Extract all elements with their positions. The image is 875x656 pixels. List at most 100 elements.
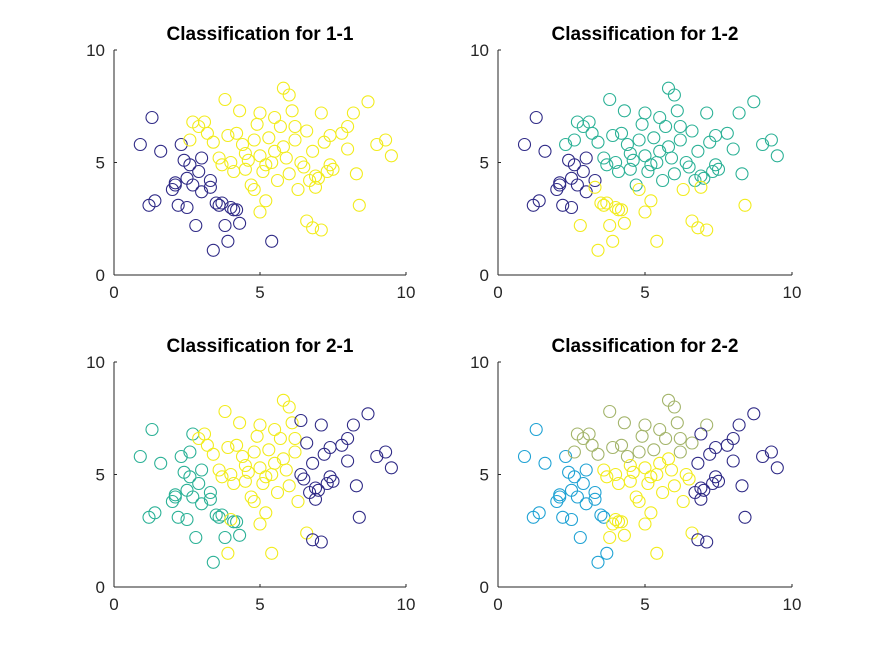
data-point — [573, 530, 587, 545]
data-point — [538, 456, 552, 470]
data-point — [215, 158, 229, 172]
data-point — [606, 128, 620, 143]
data-point — [192, 476, 206, 491]
data-point — [597, 463, 611, 477]
data-point — [747, 95, 761, 109]
data-point — [676, 494, 690, 509]
data-point — [632, 133, 646, 147]
data-point — [154, 144, 168, 158]
data-point — [206, 243, 220, 257]
data-point — [384, 461, 398, 475]
data-point — [682, 472, 696, 486]
data-point — [192, 164, 206, 179]
data-point — [600, 196, 614, 210]
data-point — [349, 167, 363, 181]
x-tick-label: 0 — [109, 283, 118, 302]
data-point — [650, 234, 664, 248]
data-point — [379, 133, 393, 147]
data-point — [259, 158, 273, 172]
data-point — [732, 106, 746, 120]
data-point — [626, 153, 640, 167]
subplot-2: Classification for 1-2 0 5 10 0 5 10 — [470, 24, 801, 302]
data-point — [282, 167, 296, 181]
data-point — [230, 203, 244, 217]
data-point — [667, 400, 681, 414]
data-point — [597, 151, 611, 165]
data-point — [588, 485, 602, 500]
data-point — [218, 92, 232, 107]
data-point — [171, 510, 185, 524]
data-point — [632, 182, 646, 197]
data-point — [579, 151, 593, 165]
data-point — [215, 470, 229, 484]
data-point — [623, 162, 637, 176]
data-point — [297, 160, 311, 174]
data-point — [570, 490, 584, 504]
data-point — [314, 418, 328, 432]
data-point — [238, 162, 252, 176]
data-point — [594, 508, 608, 522]
data-point — [564, 200, 579, 215]
data-point — [517, 449, 532, 464]
data-point — [206, 447, 220, 461]
data-point — [235, 449, 250, 464]
data-point — [591, 555, 605, 569]
data-point — [212, 151, 226, 165]
data-point — [538, 144, 552, 158]
data-point — [659, 431, 673, 446]
data-point — [300, 214, 314, 228]
data-point — [700, 535, 714, 549]
data-point — [609, 512, 623, 527]
series-2 — [192, 393, 314, 560]
data-point — [697, 483, 711, 497]
data-point — [294, 413, 308, 428]
data-point — [311, 483, 325, 497]
data-point — [644, 194, 658, 208]
data-point — [694, 481, 708, 495]
data-point — [611, 203, 626, 217]
data-point — [189, 530, 203, 545]
y-tick-label: 10 — [86, 41, 105, 60]
data-point — [685, 436, 699, 450]
data-point — [644, 506, 658, 520]
data-point — [311, 171, 325, 185]
data-point — [756, 137, 770, 152]
data-point — [653, 456, 667, 470]
data-point — [623, 474, 637, 488]
data-point — [709, 158, 723, 172]
data-point — [288, 431, 302, 446]
data-point — [585, 438, 599, 452]
data-point — [262, 443, 276, 457]
data-point — [174, 137, 188, 152]
series-2 — [559, 81, 784, 192]
data-point — [673, 431, 687, 446]
data-point — [603, 530, 617, 545]
data-point — [314, 106, 328, 120]
subplot-4: Classification for 2-2 0 5 10 0 5 10 — [470, 336, 801, 614]
data-point — [189, 218, 203, 233]
data-point — [180, 512, 194, 527]
data-point — [600, 546, 614, 560]
data-point — [591, 135, 605, 149]
data-point — [694, 427, 708, 441]
data-point — [570, 178, 584, 192]
data-point — [183, 158, 197, 172]
subplot-1: Classification for 1-1 0 5 10 0 5 10 — [86, 24, 415, 302]
data-point — [620, 449, 634, 464]
y-tick-label: 10 — [86, 353, 105, 372]
y-tick-label: 5 — [480, 466, 489, 485]
data-point — [183, 445, 197, 459]
data-point — [384, 149, 398, 163]
data-point — [308, 169, 323, 183]
x-tick-label: 5 — [640, 595, 649, 614]
data-point — [632, 445, 646, 459]
data-point — [259, 194, 273, 208]
data-point — [320, 164, 334, 179]
data-point — [614, 515, 629, 529]
data-point — [308, 481, 323, 495]
data-point — [567, 133, 581, 147]
data-point — [221, 234, 235, 248]
data-point — [221, 546, 235, 560]
data-point — [186, 490, 200, 504]
series-3 — [597, 452, 699, 560]
